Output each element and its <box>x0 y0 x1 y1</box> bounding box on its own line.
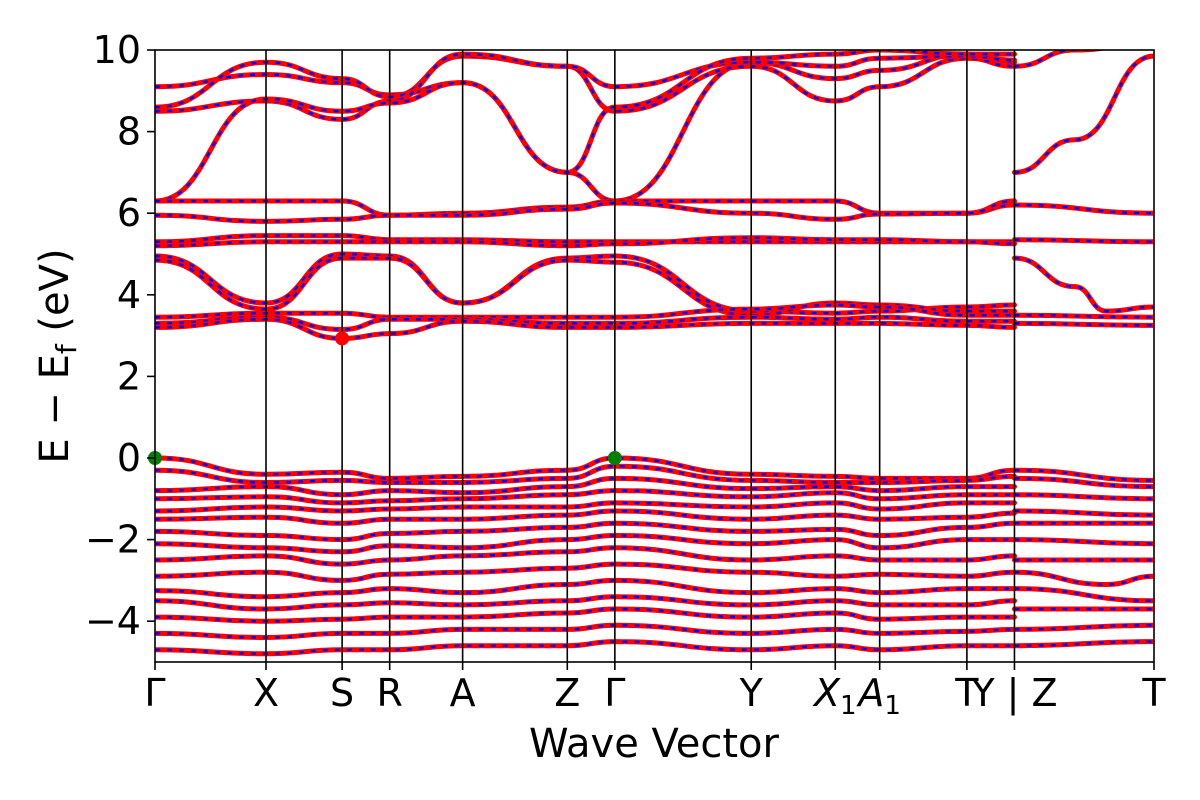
conduction-band-spin-up <box>1012 312 1154 320</box>
valence-band-spin-up <box>1012 586 1154 604</box>
y-tick-label: 10 <box>93 28 141 72</box>
conduction-band-spin-down <box>155 303 1015 319</box>
x-tick-label: A1 <box>855 671 901 721</box>
kpoint-lines <box>265 50 1016 662</box>
y-tick-label: 8 <box>117 110 141 154</box>
x-tick-label: Γ <box>144 671 165 715</box>
valence-band-spin-up <box>1012 467 1154 483</box>
valence-band-spin-up <box>155 500 1017 514</box>
valence-band-spin-down <box>155 501 1015 513</box>
x-tick-label: Y | Z <box>970 671 1057 716</box>
y-tick-label: 6 <box>117 191 141 235</box>
conduction-band-spin-up <box>1012 255 1154 314</box>
valence-band-spin-up <box>155 508 1017 526</box>
y-axis-ticks: −4 −2 0 2 4 6 8 10 <box>85 28 155 643</box>
valence-band-spin-up <box>155 577 1017 600</box>
y-axis-label-unit: (eV) <box>32 248 78 344</box>
valence-band-spin-down <box>155 640 1015 656</box>
y-tick-label: 0 <box>117 436 141 480</box>
x-tick-label: T <box>1141 671 1166 715</box>
valence-band-spin-down <box>1014 570 1154 586</box>
conduction-band-spin-down <box>155 234 1015 244</box>
conduction-band-spin-up <box>1012 320 1154 328</box>
valence-band-spin-down <box>155 534 1015 554</box>
x-tick-label: Z <box>554 671 580 715</box>
conduction-band-spin-up <box>1012 202 1154 216</box>
x-tick-label: X1 <box>812 671 857 721</box>
x-tick-label: Γ <box>604 671 625 715</box>
y-tick-label: −2 <box>85 518 141 562</box>
x-tick-label: Y <box>739 671 764 715</box>
conduction-band-spin-down <box>155 199 1015 223</box>
y-tick-label: 4 <box>117 273 141 317</box>
high-band-spin-down <box>155 54 1015 113</box>
x-axis-label: Wave Vector <box>529 721 780 767</box>
x-tick-label: T <box>954 671 979 715</box>
valence-band-spin-down <box>155 509 1015 525</box>
valence-band-spin-up <box>1012 475 1154 490</box>
valence-band-spin-down <box>155 607 1015 623</box>
valence-band-spin-down <box>155 579 1015 598</box>
valence-band-spin-up <box>1012 508 1154 518</box>
y-axis-label-sub: f <box>50 343 83 354</box>
high-band-spin-up <box>1012 53 1154 175</box>
valence-band-spin-up <box>1012 622 1154 632</box>
cbm-marker <box>335 331 350 346</box>
x-tick-label: A <box>450 671 476 715</box>
valence-band-spin-up <box>1012 639 1154 649</box>
high-band-spin-down <box>1014 54 1154 174</box>
valence-band-spin-up <box>1012 492 1154 502</box>
y-axis-label-main: E − E <box>32 354 78 464</box>
x-tick-label: R <box>376 671 402 715</box>
conduction-band-spin-up <box>1012 237 1154 245</box>
band-edge-markers <box>148 331 622 465</box>
valence-band-spin-down <box>155 595 1015 611</box>
valence-band-spin-down <box>155 489 1015 505</box>
valence-band-spin-up <box>155 561 1017 583</box>
conduction-band-spin-down <box>155 315 1015 331</box>
valence-band-spin-up <box>1012 537 1154 547</box>
conduction-band-spin-down <box>1014 256 1154 313</box>
plot-frame <box>154 49 1155 663</box>
valence-band-spin-down <box>155 522 1015 541</box>
conduction-band-spin-down <box>155 318 1015 340</box>
valence-band-spin-up <box>155 639 1017 657</box>
x-tick-label: S <box>330 671 354 715</box>
conduction-band-spin-down <box>155 236 1015 248</box>
y-tick-label: 2 <box>117 354 141 398</box>
valence-band-spin-down <box>155 624 1015 639</box>
high-band-spin-up <box>1012 50 1107 69</box>
vbm-marker <box>607 451 622 465</box>
valence-band-spin-up <box>155 622 1017 641</box>
bands-layer <box>155 50 1154 657</box>
x-tick-label: X <box>253 671 279 715</box>
y-tick-label: −4 <box>85 599 141 643</box>
y-axis-label: E − Ef (eV) <box>32 248 83 463</box>
